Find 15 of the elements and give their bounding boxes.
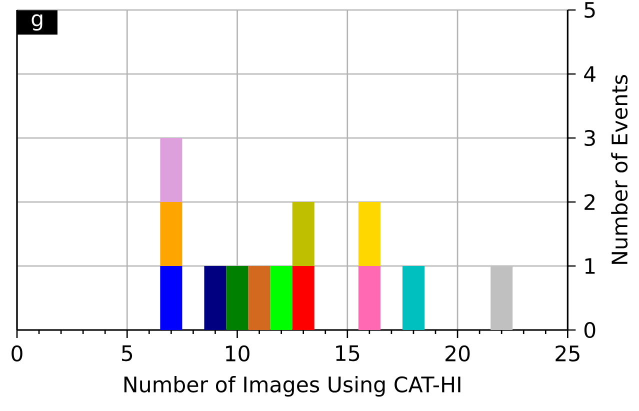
- annotation: g: [32, 14, 42, 31]
- y-tick-label: 3: [584, 130, 595, 146]
- x-tick-label: 25: [556, 345, 580, 362]
- x-tick-label: 10: [226, 345, 250, 362]
- x-tick-label: 5: [122, 345, 132, 362]
- y-tick-label: 2: [584, 194, 594, 210]
- x-tick-label: 15: [336, 345, 360, 362]
- y-tick-label: 5: [584, 2, 595, 18]
- x-axis-title: Number of Images Using CAT-HI: [124, 376, 460, 397]
- y-tick-label: 4: [584, 66, 596, 82]
- x-tick-label: 20: [446, 345, 470, 362]
- y-tick-label: 0: [584, 322, 596, 338]
- x-tick-label: 0: [12, 345, 22, 362]
- y-tick-label: 1: [585, 258, 595, 274]
- y-axis-title: Number of Events: [611, 75, 628, 264]
